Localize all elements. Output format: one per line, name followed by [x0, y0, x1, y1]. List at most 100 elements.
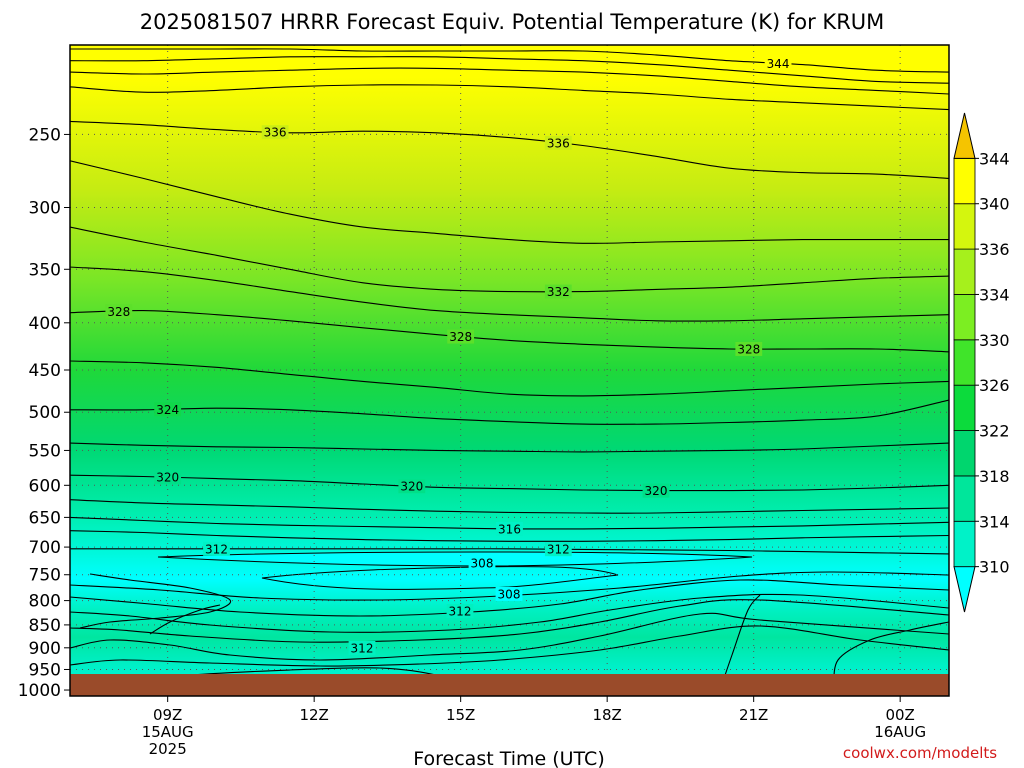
plot-area: 344 336 336 332 328 328 328 324 320 320 320 316 312 3…	[70, 45, 949, 696]
colorbar-segment	[953, 294, 976, 341]
x-tick-label: 15Z	[446, 706, 475, 724]
colorbar-segment	[953, 339, 976, 386]
contour-label-bg	[154, 470, 182, 485]
y-tick-label: 700	[29, 538, 61, 558]
contour-314	[70, 530, 949, 542]
colorbar-label: 340	[979, 195, 1010, 214]
contour-label-bg	[642, 483, 670, 498]
contour-label-bg	[544, 135, 572, 150]
y-tick-label: 650	[29, 508, 61, 528]
contour-label-bg	[496, 521, 523, 536]
contour-324	[70, 399, 949, 425]
x-tick-label: 00Z	[885, 706, 914, 724]
contour-label-bg	[348, 641, 376, 655]
contour-label-312: 312	[547, 543, 570, 557]
contour-label-bg	[495, 587, 523, 601]
x-tick-sublabel: 2025	[149, 740, 187, 758]
colorbar-label: 318	[979, 467, 1010, 486]
contour-label-324: 324	[156, 403, 179, 417]
contour-342	[70, 56, 949, 84]
colorbar-label: 310	[979, 558, 1010, 577]
colorbar-label: 314	[979, 512, 1010, 531]
contour-label-bg	[468, 556, 496, 570]
contour-label-328: 328	[449, 330, 472, 344]
colorbar-segment	[953, 203, 976, 250]
contour-label-320: 320	[400, 480, 423, 494]
contour-label-308: 308	[471, 557, 494, 571]
contour-label-312: 312	[351, 642, 374, 656]
y-tick-label: 350	[29, 260, 61, 280]
contour-label-bg	[154, 402, 182, 417]
contour-label-bg	[764, 56, 792, 71]
colorbar-segment	[953, 248, 976, 295]
y-tick-label: 250	[29, 125, 61, 145]
chart-title: 2025081507 HRRR Forecast Equiv. Potentia…	[140, 10, 885, 34]
contour-label-bg	[735, 341, 763, 356]
x-tick-sublabel: 16AUG	[874, 723, 926, 741]
y-tick-label: 450	[29, 361, 61, 381]
contour-label-312: 312	[449, 605, 472, 619]
y-tick-label: 750	[29, 566, 61, 586]
cold-core-outline-inner	[261, 566, 619, 590]
boundary-layer-contour	[833, 621, 949, 691]
colorbar-label: 322	[979, 422, 1010, 441]
y-tick-label: 400	[29, 314, 61, 334]
contour-322	[70, 442, 949, 453]
cold-core-region	[157, 551, 753, 567]
contour-label-336: 336	[264, 126, 287, 140]
contour-336	[70, 120, 949, 179]
contour-labels: 344 336 336 332 328 328 328 324 320 320 320 316 312 3…	[105, 56, 792, 656]
contour-label-344: 344	[767, 57, 790, 71]
contour-label-332: 332	[547, 285, 570, 299]
contour-label-bg	[105, 304, 133, 319]
contour-label-328: 328	[737, 342, 760, 356]
boundary-layer-contour	[70, 612, 949, 661]
contour-332	[70, 226, 949, 293]
boundary-layer-contour	[70, 593, 949, 633]
y-tick-label: 550	[29, 441, 61, 461]
contour-label-320: 320	[156, 471, 179, 485]
colorbar: 310 314 318 322 326 330 334 336 340 344	[953, 112, 1010, 613]
colorbar-label: 330	[979, 331, 1010, 350]
credit-text[interactable]: coolwx.com/modelts	[843, 744, 997, 762]
contour-326	[70, 360, 949, 397]
boundary-layer-contour	[70, 599, 949, 643]
colorbar-arrow-low	[953, 566, 976, 613]
boundary-layer-contour	[79, 573, 232, 629]
colorbar-label: 336	[979, 240, 1010, 259]
contour-328	[70, 310, 949, 353]
contour-label-308: 308	[498, 588, 521, 602]
contour-label-320: 320	[645, 484, 668, 498]
contour-label-328: 328	[107, 305, 130, 319]
contour-label-bg	[544, 542, 572, 557]
colorbar-segment	[953, 157, 976, 205]
contour-label-bg	[544, 284, 572, 299]
x-tick-sublabel: 15AUG	[142, 723, 194, 741]
boundary-layer-contour	[70, 625, 949, 667]
contour-label-bg	[447, 329, 475, 344]
contour-330	[70, 266, 949, 322]
contour-label-bg	[203, 541, 230, 556]
contour-318	[70, 499, 949, 514]
y-axis: 250 300 350 400 450 500 550 600 650 700 750 800 850 9…	[18, 125, 70, 701]
x-axis-label: Forecast Time (UTC)	[413, 748, 604, 768]
colorbar-segment	[953, 475, 976, 522]
ground-surface	[70, 674, 949, 696]
y-tick-label: 500	[29, 403, 61, 423]
x-tick-label: 18Z	[592, 706, 621, 724]
contour-334	[70, 160, 949, 244]
colorbar-segment	[953, 520, 976, 568]
y-tick-label: 800	[29, 592, 61, 612]
y-tick-label: 300	[29, 199, 61, 219]
contour-340	[70, 67, 949, 95]
grid-lines	[70, 45, 949, 696]
boundary-layer-contour	[70, 579, 949, 617]
colorbar-label: 334	[979, 285, 1010, 304]
contour-label-bg	[398, 479, 426, 494]
y-tick-label: 850	[29, 616, 61, 636]
colorbar-label: 326	[979, 376, 1010, 395]
colorbar-arrow-high	[953, 112, 976, 159]
x-tick-label: 21Z	[739, 706, 768, 724]
